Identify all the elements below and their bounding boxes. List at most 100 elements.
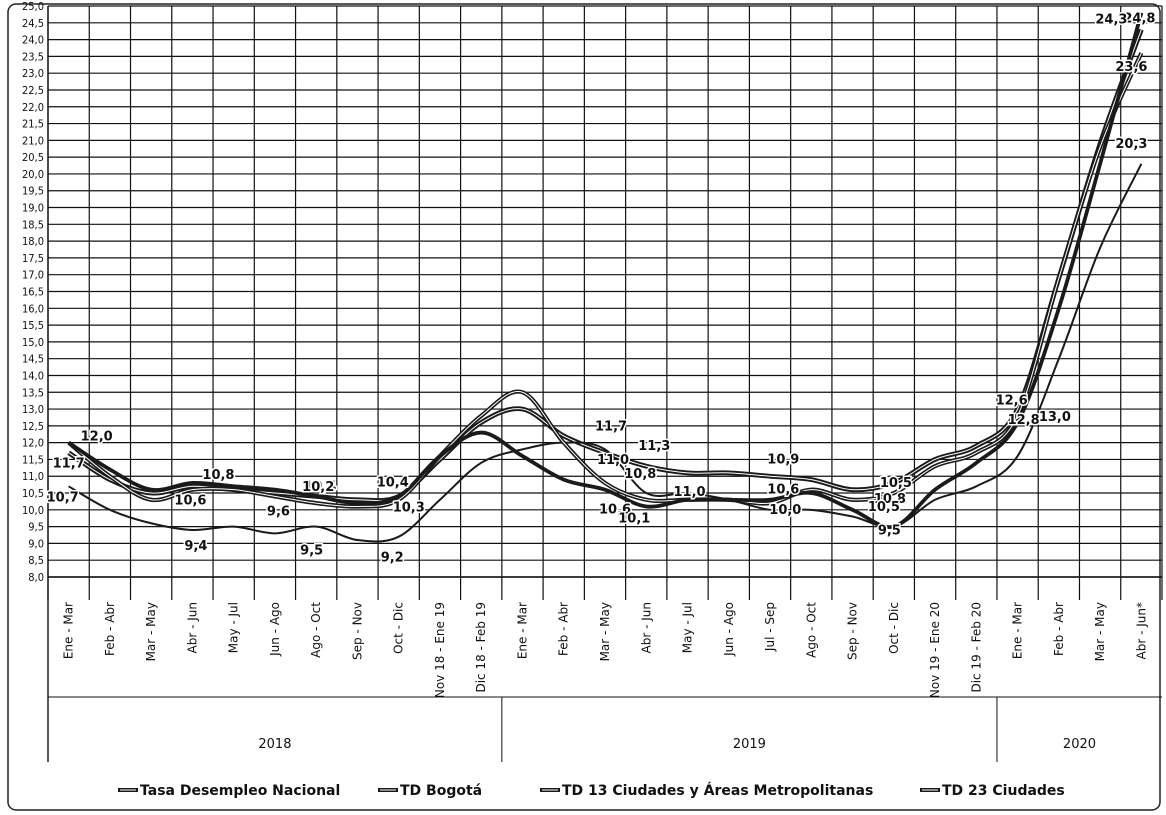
y-tick-label: 17,0 bbox=[22, 269, 44, 282]
data-label: 10,8 bbox=[874, 492, 906, 507]
y-tick-label: 12,5 bbox=[22, 420, 44, 433]
y-tick-label: 18,5 bbox=[22, 218, 44, 231]
data-label: 10,8 bbox=[202, 468, 234, 483]
y-tick-label: 18,0 bbox=[22, 235, 44, 248]
data-label: 23,6 bbox=[1115, 60, 1147, 75]
data-label: 10,5 bbox=[868, 500, 900, 515]
y-tick-label: 22,0 bbox=[22, 101, 44, 114]
data-label: 11,0 bbox=[597, 453, 629, 468]
data-label: 10,3 bbox=[393, 501, 425, 516]
category-label: May - Jul bbox=[681, 602, 695, 653]
y-tick-label: 13,0 bbox=[22, 403, 44, 416]
category-label: Mar - May bbox=[1093, 602, 1107, 661]
data-label: 11,0 bbox=[674, 485, 706, 500]
y-tick-label: 14,0 bbox=[22, 369, 44, 382]
y-tick-label: 12,0 bbox=[22, 437, 44, 450]
data-labels: 12,0 11,7 10,7 10,8 10,6 9,4 10,4 9,6 10,2 9,5 10,… bbox=[45, 10, 1157, 567]
data-label: 11,7 bbox=[53, 457, 85, 472]
data-label: 12,8 bbox=[1008, 413, 1040, 428]
y-tick-label: 10,0 bbox=[22, 504, 44, 517]
y-tick-label: 11,0 bbox=[22, 470, 44, 483]
category-label: Nov 18 - Ene 19 bbox=[433, 602, 447, 698]
year-label: 2018 bbox=[258, 737, 291, 752]
y-tick-label: 16,5 bbox=[22, 286, 44, 299]
y-tick-label: 24,0 bbox=[22, 34, 44, 47]
y-tick-label: 14,5 bbox=[22, 353, 44, 366]
y-tick-label: 22,5 bbox=[22, 84, 44, 97]
category-label: Ago - Oct bbox=[309, 602, 323, 658]
data-label: 10,2 bbox=[302, 480, 334, 495]
legend-label: TD 23 Ciudades bbox=[942, 783, 1065, 799]
category-label: Ene - Mar bbox=[1011, 602, 1025, 659]
category-label: Ene - Mar bbox=[515, 602, 529, 659]
category-label: Feb - Abr bbox=[103, 602, 117, 656]
legend-label: TD 13 Ciudades y Áreas Metropolitanas bbox=[562, 782, 873, 799]
series-line bbox=[68, 163, 1143, 543]
data-label: 9,2 bbox=[381, 551, 404, 566]
y-tick-label: 25,0 bbox=[22, 0, 44, 13]
category-label: Abr - Jun* bbox=[1134, 602, 1148, 659]
data-label: 11,7 bbox=[595, 420, 627, 435]
y-tick-label: 23,0 bbox=[22, 67, 44, 80]
category-label: Jul - Sep bbox=[763, 602, 777, 652]
y-tick-label: 23,5 bbox=[22, 50, 44, 63]
category-label: Mar - May bbox=[144, 602, 158, 661]
y-tick-label: 13,5 bbox=[22, 386, 44, 399]
category-label: Abr - Jun bbox=[639, 602, 653, 653]
data-label: 10,9 bbox=[767, 453, 799, 468]
data-label: 11,3 bbox=[638, 439, 670, 454]
category-label: Feb - Abr bbox=[557, 602, 571, 656]
category-label: Sep - Nov bbox=[846, 602, 860, 660]
category-label: Abr - Jun bbox=[185, 602, 199, 653]
data-label: 12,6 bbox=[996, 393, 1028, 408]
legend: Tasa Desempleo Nacional TD Bogotá TD 13 Ci… bbox=[118, 782, 1065, 799]
y-tick-label: 21,5 bbox=[22, 118, 44, 131]
category-label: Nov 19 - Ene 20 bbox=[928, 602, 942, 698]
category-label: Oct - Dic bbox=[887, 602, 901, 654]
data-label: 10,5 bbox=[880, 476, 912, 491]
series-line bbox=[67, 12, 1144, 529]
year-label: 2019 bbox=[733, 737, 766, 752]
y-tick-label: 19,0 bbox=[22, 202, 44, 215]
data-label: 24,3 bbox=[1095, 13, 1127, 28]
y-tick-label: 24,5 bbox=[22, 17, 44, 30]
y-tick-label: 15,5 bbox=[22, 319, 44, 332]
category-label: Dic 19 - Feb 20 bbox=[969, 602, 983, 693]
series-lines bbox=[67, 12, 1144, 543]
legend-label: Tasa Desempleo Nacional bbox=[140, 783, 340, 799]
y-tick-label: 9,5 bbox=[28, 521, 44, 534]
category-label: Jun - Ago bbox=[268, 602, 282, 657]
data-label: 10,4 bbox=[304, 479, 336, 494]
category-label: Mar - May bbox=[598, 602, 612, 661]
y-tick-label: 20,5 bbox=[22, 151, 44, 164]
data-label: 10,4 bbox=[377, 475, 409, 490]
grid-lines bbox=[47, 5, 1163, 762]
data-label: 9,5 bbox=[300, 544, 323, 559]
y-tick-label: 8,0 bbox=[28, 571, 44, 584]
data-label: 10,6 bbox=[174, 494, 206, 509]
data-label: 24,8 bbox=[1123, 12, 1155, 27]
y-tick-label: 21,0 bbox=[22, 134, 44, 147]
y-tick-label: 8,5 bbox=[28, 554, 44, 567]
category-label: Dic 18 - Feb 19 bbox=[474, 602, 488, 693]
legend-label: TD Bogotá bbox=[400, 783, 482, 799]
category-label: Ene - Mar bbox=[62, 602, 76, 659]
y-tick-label: 15,0 bbox=[22, 336, 44, 349]
data-label: 9,5 bbox=[878, 524, 901, 539]
data-label: 9,4 bbox=[184, 539, 207, 554]
category-label: Oct - Dic bbox=[392, 602, 406, 654]
data-label: 9,6 bbox=[267, 504, 290, 519]
year-label: 2020 bbox=[1063, 737, 1096, 752]
category-label: May - Jul bbox=[227, 602, 241, 653]
data-label: 10,0 bbox=[769, 503, 801, 518]
data-label: 12,0 bbox=[81, 430, 113, 445]
y-tick-label: 16,0 bbox=[22, 302, 44, 315]
data-label: 10,6 bbox=[599, 503, 631, 518]
category-label: Jun - Ago bbox=[722, 602, 736, 657]
data-label: 20,3 bbox=[1115, 137, 1147, 152]
y-axis: 8,0 8,5 9,0 9,5 10,0 10,5 11,0 11,5 12,0 12,5 13,0… bbox=[22, 0, 44, 584]
y-tick-label: 10,5 bbox=[22, 487, 44, 500]
y-tick-label: 17,5 bbox=[22, 252, 44, 265]
data-label: 10,8 bbox=[624, 467, 656, 482]
